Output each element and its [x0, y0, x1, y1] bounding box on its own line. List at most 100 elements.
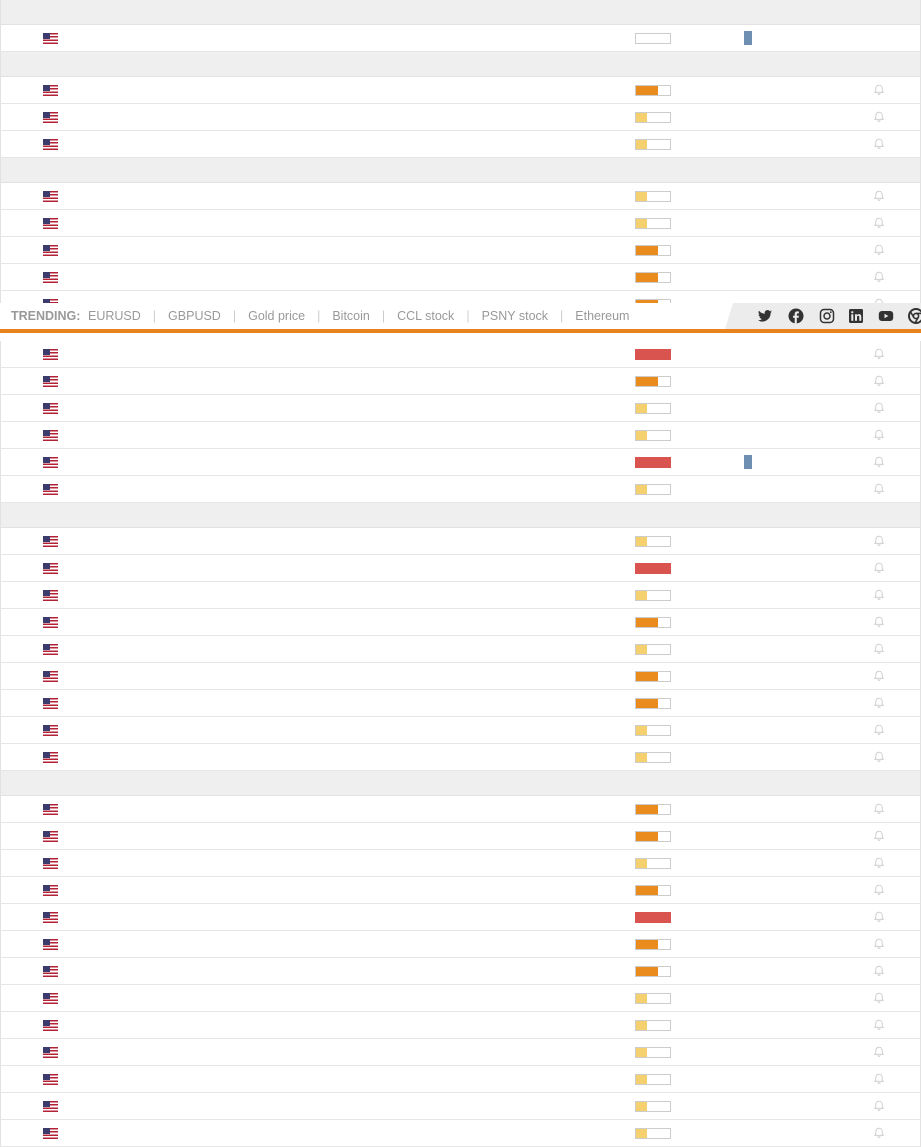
instagram-icon[interactable]	[819, 308, 835, 324]
bell-icon[interactable]	[873, 643, 885, 655]
bell-icon[interactable]	[873, 217, 885, 229]
bell-icon[interactable]	[873, 803, 885, 815]
us-flag-icon	[43, 752, 58, 763]
linkedin-icon[interactable]	[848, 308, 864, 324]
bell-icon[interactable]	[873, 84, 885, 96]
us-flag-icon	[43, 1074, 58, 1085]
bell-icon[interactable]	[873, 1046, 885, 1058]
event-row	[0, 1066, 921, 1093]
impact-indicator	[635, 1074, 671, 1085]
event-row	[0, 958, 921, 985]
bell-icon[interactable]	[873, 830, 885, 842]
event-row	[0, 555, 921, 582]
impact-indicator	[635, 563, 671, 574]
event-row	[0, 690, 921, 717]
bell-icon[interactable]	[873, 697, 885, 709]
event-row	[0, 796, 921, 823]
trending-link[interactable]: Bitcoin	[332, 309, 370, 323]
us-flag-icon	[43, 191, 58, 202]
bell-icon[interactable]	[873, 562, 885, 574]
event-row	[0, 25, 921, 52]
bell-icon[interactable]	[873, 724, 885, 736]
us-flag-icon	[43, 831, 58, 842]
impact-indicator	[635, 1047, 671, 1058]
bell-icon[interactable]	[873, 992, 885, 1004]
event-row	[0, 1093, 921, 1120]
us-flag-icon	[43, 858, 58, 869]
event-row	[0, 449, 921, 476]
bell-icon[interactable]	[873, 429, 885, 441]
impact-indicator	[635, 536, 671, 547]
us-flag-icon	[43, 725, 58, 736]
social-icons	[725, 303, 921, 329]
bell-icon[interactable]	[873, 138, 885, 150]
bell-icon[interactable]	[873, 938, 885, 950]
bell-icon[interactable]	[873, 1073, 885, 1085]
youtube-icon[interactable]	[878, 308, 894, 324]
accent-divider	[0, 329, 921, 333]
event-row	[0, 717, 921, 744]
impact-indicator	[635, 725, 671, 736]
trending-link[interactable]: EURUSD	[88, 309, 141, 323]
impact-indicator	[635, 698, 671, 709]
bell-icon[interactable]	[873, 535, 885, 547]
bell-icon[interactable]	[873, 911, 885, 923]
event-row	[0, 237, 921, 264]
impact-indicator	[635, 1101, 671, 1112]
event-row	[0, 131, 921, 158]
day-header	[0, 503, 921, 528]
twitter-icon[interactable]	[757, 308, 773, 324]
us-flag-icon	[43, 376, 58, 387]
bell-icon[interactable]	[873, 1100, 885, 1112]
event-row	[0, 1120, 921, 1147]
event-row	[0, 476, 921, 503]
day-header	[0, 0, 921, 25]
bell-icon[interactable]	[873, 402, 885, 414]
event-row	[0, 1039, 921, 1066]
trending-link[interactable]: CCL stock	[397, 309, 455, 323]
impact-indicator	[635, 139, 671, 150]
us-flag-icon	[43, 1047, 58, 1058]
bell-icon[interactable]	[873, 244, 885, 256]
bell-icon[interactable]	[873, 483, 885, 495]
impact-indicator	[635, 112, 671, 123]
impact-indicator	[635, 939, 671, 950]
bell-icon[interactable]	[873, 1019, 885, 1031]
day-header	[0, 771, 921, 796]
bell-icon[interactable]	[873, 670, 885, 682]
trending-separator: |	[317, 309, 321, 323]
bell-icon[interactable]	[873, 456, 885, 468]
impact-indicator	[635, 1020, 671, 1031]
trending-link[interactable]: GBPUSD	[168, 309, 221, 323]
us-flag-icon	[43, 245, 58, 256]
us-flag-icon	[43, 966, 58, 977]
bell-icon[interactable]	[873, 1127, 885, 1139]
event-row	[0, 850, 921, 877]
bell-icon[interactable]	[873, 616, 885, 628]
trending-separator: |	[232, 309, 237, 323]
bell-icon[interactable]	[873, 375, 885, 387]
facebook-icon[interactable]	[788, 308, 804, 324]
bell-icon[interactable]	[873, 965, 885, 977]
bell-icon[interactable]	[873, 190, 885, 202]
bell-icon[interactable]	[873, 857, 885, 869]
us-flag-icon	[43, 590, 58, 601]
day-header	[0, 158, 921, 183]
impact-indicator	[635, 33, 671, 44]
impact-indicator	[635, 403, 671, 414]
bell-icon[interactable]	[873, 884, 885, 896]
bell-icon[interactable]	[873, 589, 885, 601]
trending-link[interactable]: Gold price	[248, 309, 306, 323]
bell-icon[interactable]	[873, 348, 885, 360]
trending-link[interactable]: Ethereum	[575, 309, 630, 323]
impact-indicator	[635, 617, 671, 628]
trending-link[interactable]: PSNY stock	[481, 309, 549, 323]
bell-icon[interactable]	[873, 111, 885, 123]
event-row	[0, 1012, 921, 1039]
bell-icon[interactable]	[873, 271, 885, 283]
chrome-icon[interactable]	[908, 308, 921, 324]
trending-separator: |	[381, 309, 386, 323]
trending-separator: |	[560, 309, 564, 323]
us-flag-icon	[43, 698, 58, 709]
bell-icon[interactable]	[873, 751, 885, 763]
